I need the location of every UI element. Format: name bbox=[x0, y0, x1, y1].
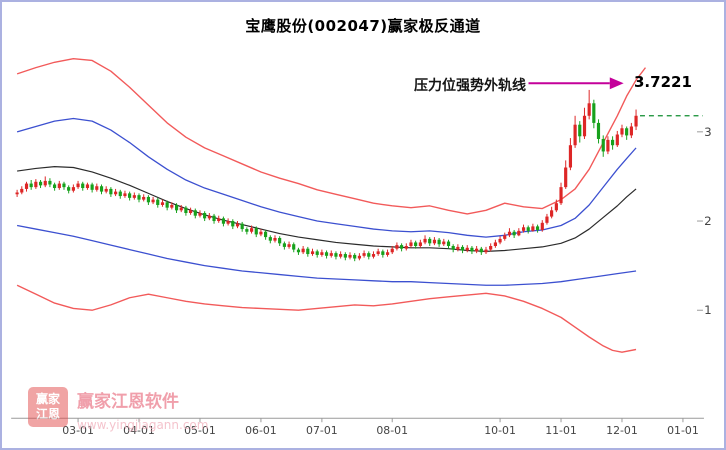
x-axis-label: 03-01 bbox=[62, 424, 94, 437]
x-axis-label: 05-01 bbox=[184, 424, 216, 437]
watermark-brand-name: 赢家江恩软件 bbox=[77, 392, 179, 412]
y-axis-label: 3 bbox=[704, 125, 712, 139]
watermark: 赢家 江恩 赢家江恩软件 www.yingjiagann.com bbox=[28, 387, 208, 432]
bands-layer bbox=[16, 57, 647, 353]
y-axis-label: 2 bbox=[704, 214, 712, 228]
x-axis-label: 08-01 bbox=[376, 424, 408, 437]
x-axis-label: 10-01 bbox=[484, 424, 516, 437]
brand-logo-text-bottom: 江恩 bbox=[35, 407, 60, 421]
chart-title: 宝鹰股份(002047)赢家极反通道 bbox=[245, 17, 481, 35]
candles-layer bbox=[15, 89, 638, 262]
y-axis-label: 1 bbox=[704, 303, 712, 317]
pressure-arrow bbox=[528, 77, 624, 90]
brand-logo-icon: 赢家 江恩 bbox=[28, 387, 68, 427]
brand-logo-text-top: 赢家 bbox=[35, 392, 60, 406]
x-axis-label: 12-01 bbox=[606, 424, 638, 437]
band-lower-inner-line bbox=[16, 224, 637, 286]
pressure-line-value: 3.7221 bbox=[634, 73, 692, 91]
band-upper-inner-line bbox=[16, 117, 637, 238]
watermark-text: 赢家江恩软件 www.yingjiagann.com bbox=[77, 387, 208, 432]
axis-layer: 03-01 04-01 05-01 06-01 07-01 08-01 10-01 11-01… bbox=[11, 125, 712, 437]
x-axis-label: 06-01 bbox=[245, 424, 277, 437]
band-lower-outer-line bbox=[16, 284, 637, 353]
x-axis-label: 11-01 bbox=[545, 424, 577, 437]
band-upper-outer-line bbox=[16, 57, 647, 215]
x-axis-label: 01-01 bbox=[667, 424, 699, 437]
band-middle-line bbox=[17, 166, 637, 252]
x-axis-label: 04-01 bbox=[123, 424, 155, 437]
watermark-url: www.yingjiagann.com bbox=[77, 418, 209, 432]
pressure-line-label: 压力位强势外轨线 bbox=[414, 78, 526, 94]
x-axis-label: 07-01 bbox=[306, 424, 338, 437]
